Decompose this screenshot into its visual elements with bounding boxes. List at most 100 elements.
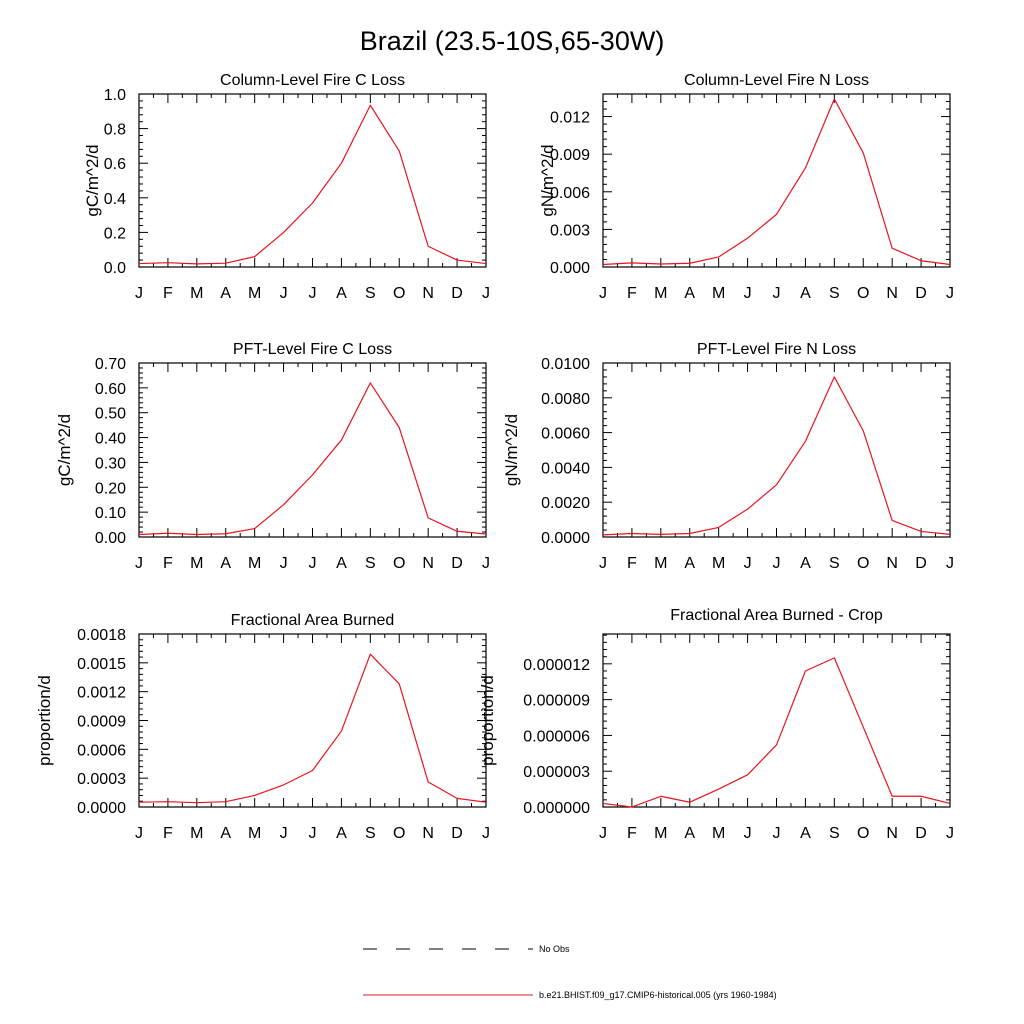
y-tick-label: 0.30 [95, 455, 126, 472]
x-tick-label: A [684, 825, 695, 842]
y-tick-label: 0.000003 [523, 764, 590, 781]
x-tick-label: J [773, 825, 781, 842]
y-axis-label: gC/m^2/d [83, 144, 102, 216]
legend-obs-label: No Obs [539, 944, 570, 954]
x-tick-label: S [365, 825, 376, 842]
x-tick-label: J [309, 285, 317, 302]
y-tick-label: 0.0 [104, 260, 126, 277]
x-tick-label: A [800, 825, 811, 842]
y-tick-label: 0.70 [95, 356, 126, 373]
x-tick-label: J [773, 285, 781, 302]
x-tick-label: A [336, 825, 347, 842]
x-tick-label: O [393, 825, 405, 842]
x-tick-label: J [744, 555, 752, 572]
x-tick-label: A [220, 825, 231, 842]
x-tick-label: N [886, 285, 898, 302]
x-tick-label: O [857, 555, 869, 572]
y-tick-label: 0.0012 [77, 685, 126, 702]
x-tick-label: M [654, 555, 667, 572]
y-tick-label: 0.0006 [77, 742, 126, 759]
panel-title: Column-Level Fire N Loss [684, 72, 869, 89]
x-tick-label: S [829, 555, 840, 572]
x-tick-label: D [451, 285, 463, 302]
x-tick-label: A [336, 555, 347, 572]
x-tick-label: A [220, 285, 231, 302]
plot-frame [138, 633, 487, 808]
y-axis-label: gN/m^2/d [538, 144, 557, 216]
y-tick-label: 0.8 [104, 122, 126, 139]
x-tick-label: J [744, 825, 752, 842]
series-line [138, 104, 487, 265]
plot-frame [138, 93, 487, 268]
x-tick-label: F [163, 825, 173, 842]
y-tick-label: 0.2 [104, 225, 126, 242]
figure-title: Brazil (23.5-10S,65-30W) [360, 26, 665, 56]
x-tick-label: D [451, 555, 463, 572]
chart-panel-4: J F M A M J J A S O N D J0.00000.00200.00400.00600.0… [502, 341, 954, 572]
y-tick-label: 0.4 [104, 191, 126, 208]
y-tick-label: 0.60 [95, 381, 126, 398]
y-tick-label: 0.00 [95, 530, 126, 547]
x-tick-label: O [857, 825, 869, 842]
x-tick-label: N [886, 555, 898, 572]
panel-title: Fractional Area Burned [231, 612, 395, 629]
plot-frame [602, 633, 951, 808]
x-tick-label: D [915, 555, 927, 572]
y-tick-label: 0.0040 [541, 460, 590, 477]
panel-title: PFT-Level Fire N Loss [697, 341, 856, 358]
x-tick-label: J [599, 285, 607, 302]
x-tick-label: J [599, 555, 607, 572]
x-tick-label: M [654, 825, 667, 842]
y-tick-label: 0.000006 [523, 728, 590, 745]
y-axis-label: proportion/d [478, 675, 497, 766]
y-tick-label: 0.0080 [541, 391, 590, 408]
x-tick-label: A [684, 285, 695, 302]
y-tick-label: 0.0009 [77, 714, 126, 731]
series-line [138, 653, 487, 804]
x-tick-label: M [248, 555, 261, 572]
x-tick-label: D [915, 825, 927, 842]
x-tick-label: M [248, 825, 261, 842]
x-tick-label: A [800, 555, 811, 572]
y-tick-label: 0.0020 [541, 495, 590, 512]
x-tick-label: M [190, 285, 203, 302]
x-tick-label: J [135, 825, 143, 842]
y-axis-label: gN/m^2/d [502, 414, 521, 486]
y-tick-label: 0.0015 [77, 656, 126, 673]
x-tick-label: M [248, 285, 261, 302]
x-tick-label: J [744, 285, 752, 302]
series-line [602, 98, 951, 266]
plot-frame [602, 362, 951, 538]
y-axis-label: proportion/d [35, 675, 54, 766]
x-tick-label: F [627, 285, 637, 302]
y-tick-label: 0.000012 [523, 657, 590, 674]
x-tick-label: A [220, 555, 231, 572]
chart-panel-6: J F M A M J J A S O N D J0.0000000.0000030.0000060.0… [478, 607, 954, 842]
y-tick-label: 0.000000 [523, 800, 590, 817]
y-tick-label: 0.0000 [77, 800, 126, 817]
x-tick-label: J [946, 285, 954, 302]
series-line [602, 657, 951, 808]
y-tick-label: 0.0018 [77, 627, 126, 644]
x-tick-label: J [599, 825, 607, 842]
x-tick-label: J [946, 825, 954, 842]
x-tick-label: J [482, 285, 490, 302]
y-tick-label: 0.10 [95, 505, 126, 522]
x-tick-label: A [684, 555, 695, 572]
chart-panel-2: J F M A M J J A S O N D J0.0000.0030.0060.0090.012Co… [538, 72, 954, 302]
y-tick-label: 0.0100 [541, 356, 590, 373]
x-tick-label: M [190, 825, 203, 842]
x-tick-label: O [393, 285, 405, 302]
x-tick-label: J [280, 285, 288, 302]
x-tick-label: N [886, 825, 898, 842]
x-tick-label: M [654, 285, 667, 302]
x-tick-label: O [857, 285, 869, 302]
x-tick-label: J [135, 285, 143, 302]
x-tick-label: A [800, 285, 811, 302]
y-axis-label: gC/m^2/d [55, 414, 74, 486]
y-tick-label: 0.003 [550, 222, 590, 239]
x-tick-label: S [365, 285, 376, 302]
x-tick-label: J [482, 825, 490, 842]
x-tick-label: A [336, 285, 347, 302]
y-tick-label: 0.0060 [541, 426, 590, 443]
